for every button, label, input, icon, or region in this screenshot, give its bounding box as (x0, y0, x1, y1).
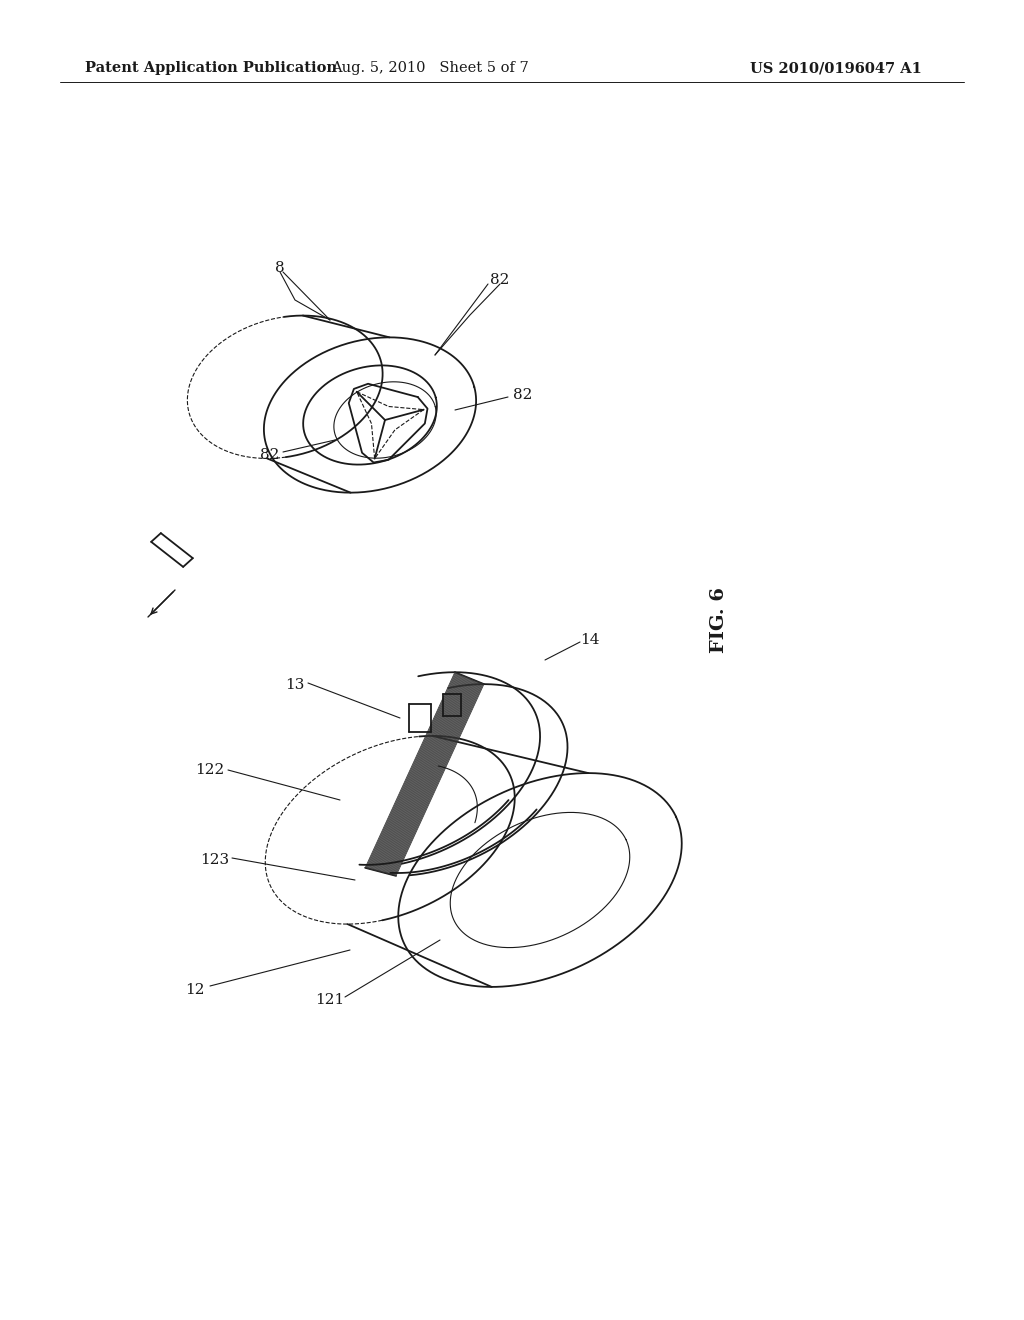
Text: Patent Application Publication: Patent Application Publication (85, 61, 337, 75)
Text: 14: 14 (581, 634, 600, 647)
Text: 8: 8 (275, 261, 285, 275)
Text: 12: 12 (185, 983, 205, 997)
Text: 13: 13 (286, 678, 305, 692)
Text: 121: 121 (315, 993, 345, 1007)
Text: 82: 82 (513, 388, 532, 403)
Text: 123: 123 (201, 853, 229, 867)
Text: US 2010/0196047 A1: US 2010/0196047 A1 (750, 61, 922, 75)
Text: 122: 122 (196, 763, 224, 777)
Text: 82: 82 (260, 447, 280, 462)
Text: 82: 82 (490, 273, 510, 286)
Text: Aug. 5, 2010   Sheet 5 of 7: Aug. 5, 2010 Sheet 5 of 7 (331, 61, 528, 75)
Text: FIG. 6: FIG. 6 (710, 587, 728, 653)
